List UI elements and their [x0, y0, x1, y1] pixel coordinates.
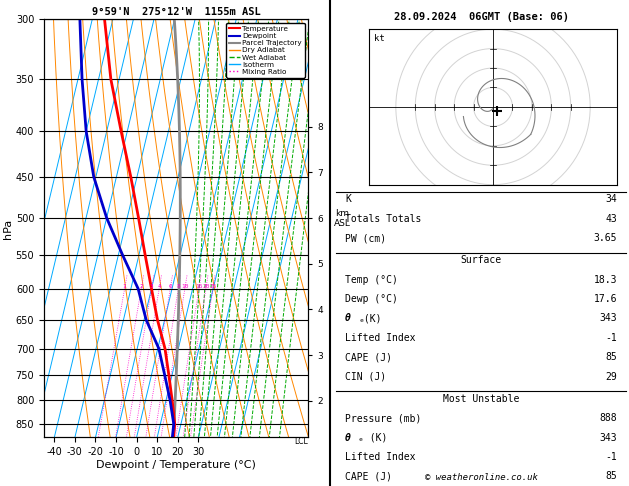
Text: ₑ(K): ₑ(K) — [359, 313, 382, 324]
Text: 18.3: 18.3 — [594, 275, 617, 285]
Text: 85: 85 — [606, 471, 617, 482]
Text: 4: 4 — [157, 284, 161, 289]
Text: θ: θ — [345, 313, 351, 324]
Text: 29: 29 — [606, 372, 617, 382]
Text: 3.65: 3.65 — [594, 233, 617, 243]
Text: CAPE (J): CAPE (J) — [345, 352, 392, 363]
Text: 1: 1 — [123, 284, 126, 289]
Text: 8: 8 — [177, 284, 181, 289]
Text: 20: 20 — [202, 284, 209, 289]
Text: 25: 25 — [209, 284, 216, 289]
Text: Lifted Index: Lifted Index — [345, 333, 416, 343]
Text: Lifted Index: Lifted Index — [345, 452, 416, 462]
Text: 85: 85 — [606, 352, 617, 363]
Text: Totals Totals: Totals Totals — [345, 214, 421, 224]
Text: 343: 343 — [599, 433, 617, 443]
Text: 28.09.2024  06GMT (Base: 06): 28.09.2024 06GMT (Base: 06) — [394, 12, 569, 22]
Text: 34: 34 — [606, 194, 617, 205]
Text: CAPE (J): CAPE (J) — [345, 471, 392, 482]
Text: LCL: LCL — [294, 437, 308, 446]
Y-axis label: hPa: hPa — [3, 218, 13, 239]
Text: Pressure (mb): Pressure (mb) — [345, 413, 421, 423]
Text: 343: 343 — [599, 313, 617, 324]
Text: 6: 6 — [169, 284, 172, 289]
Text: Temp (°C): Temp (°C) — [345, 275, 398, 285]
Text: 3: 3 — [150, 284, 153, 289]
Text: -1: -1 — [606, 333, 617, 343]
Text: 888: 888 — [599, 413, 617, 423]
X-axis label: Dewpoint / Temperature (°C): Dewpoint / Temperature (°C) — [96, 460, 256, 470]
Text: Dewp (°C): Dewp (°C) — [345, 294, 398, 304]
Text: ₑ (K): ₑ (K) — [359, 433, 388, 443]
Text: 16: 16 — [195, 284, 203, 289]
Text: θ: θ — [345, 433, 351, 443]
Text: 2: 2 — [140, 284, 143, 289]
Legend: Temperature, Dewpoint, Parcel Trajectory, Dry Adiabat, Wet Adiabat, Isotherm, Mi: Temperature, Dewpoint, Parcel Trajectory… — [226, 23, 304, 78]
Title: 9°59'N  275°12'W  1155m ASL: 9°59'N 275°12'W 1155m ASL — [92, 7, 260, 17]
Text: 17.6: 17.6 — [594, 294, 617, 304]
Text: © weatheronline.co.uk: © weatheronline.co.uk — [425, 473, 538, 482]
Text: 10: 10 — [181, 284, 189, 289]
Text: Most Unstable: Most Unstable — [443, 394, 520, 404]
Text: -1: -1 — [606, 452, 617, 462]
Text: Surface: Surface — [460, 255, 502, 265]
Text: CIN (J): CIN (J) — [345, 372, 386, 382]
Y-axis label: km
ASL: km ASL — [334, 209, 351, 228]
Text: 43: 43 — [606, 214, 617, 224]
Text: PW (cm): PW (cm) — [345, 233, 386, 243]
Text: K: K — [345, 194, 351, 205]
